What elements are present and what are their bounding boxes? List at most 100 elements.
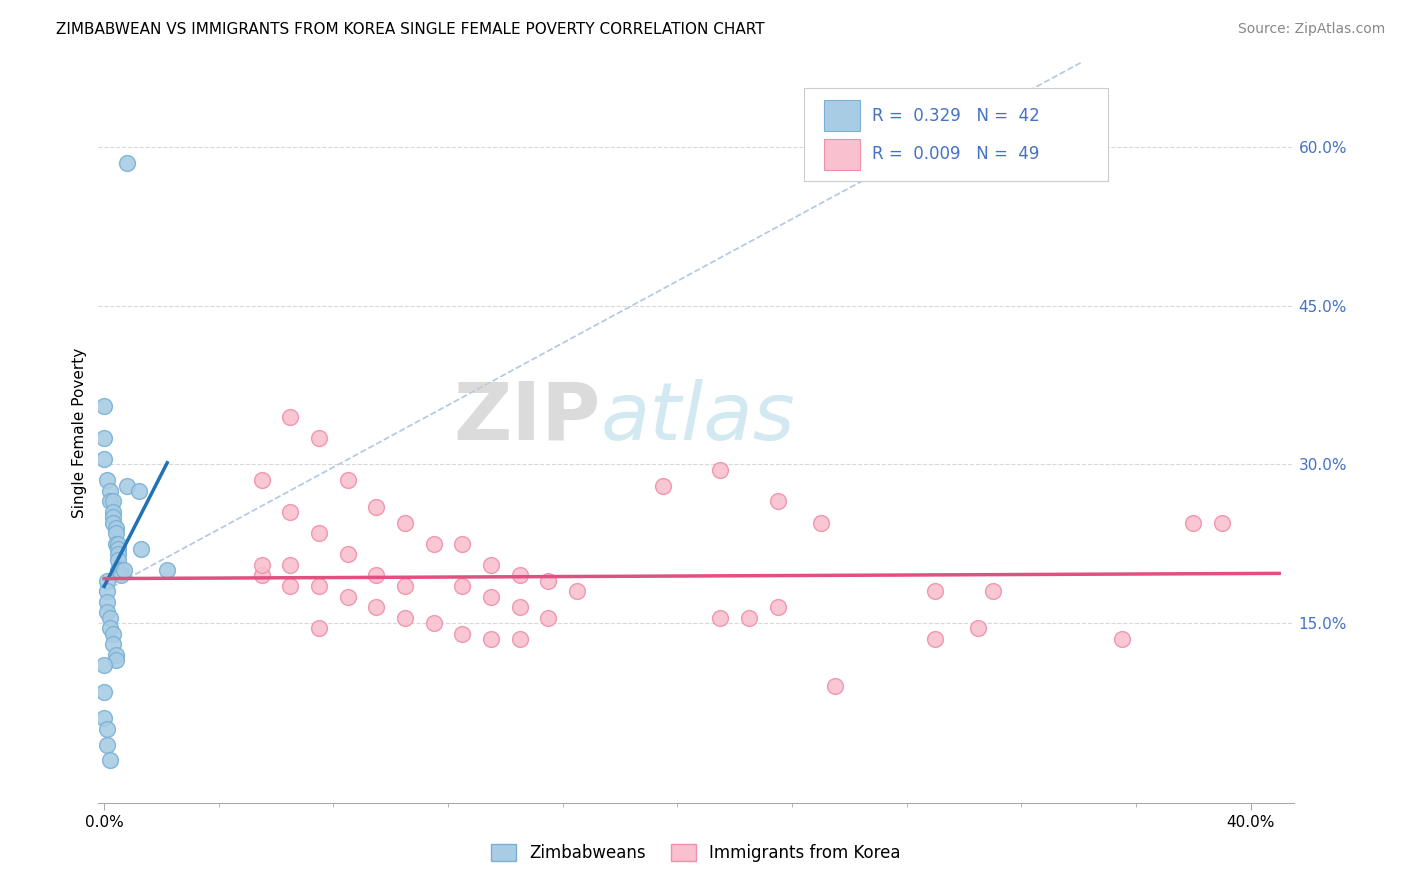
Point	[366, 500, 388, 514]
Point	[107, 563, 129, 577]
Point	[652, 478, 675, 492]
Point	[98, 483, 121, 498]
Legend: Zimbabweans, Immigrants from Korea: Zimbabweans, Immigrants from Korea	[485, 837, 907, 869]
Point	[93, 452, 115, 467]
Point	[451, 537, 474, 551]
Point	[308, 431, 330, 445]
Text: Source: ZipAtlas.com: Source: ZipAtlas.com	[1237, 22, 1385, 37]
Point	[366, 568, 388, 582]
Point	[479, 558, 502, 572]
FancyBboxPatch shape	[824, 100, 859, 131]
Point	[104, 521, 127, 535]
Point	[107, 537, 129, 551]
Point	[1111, 632, 1133, 646]
Point	[308, 579, 330, 593]
Point	[766, 600, 789, 615]
Point	[394, 611, 416, 625]
Point	[924, 632, 946, 646]
Point	[394, 579, 416, 593]
Point	[280, 409, 302, 424]
Point	[98, 611, 121, 625]
Point	[93, 431, 115, 445]
Point	[451, 579, 474, 593]
Text: R =  0.329   N =  42: R = 0.329 N = 42	[872, 107, 1039, 125]
Point	[308, 621, 330, 635]
Point	[336, 473, 359, 487]
Point	[1182, 516, 1205, 530]
Point	[422, 537, 444, 551]
Point	[107, 541, 129, 556]
Point	[479, 632, 502, 646]
Point	[101, 494, 124, 508]
Point	[280, 558, 302, 572]
Point	[115, 478, 138, 492]
Point	[924, 584, 946, 599]
Point	[93, 711, 115, 725]
Point	[98, 754, 121, 768]
Point	[509, 632, 531, 646]
Y-axis label: Single Female Poverty: Single Female Poverty	[72, 348, 87, 517]
Point	[110, 563, 132, 577]
Point	[112, 563, 135, 577]
Point	[156, 563, 179, 577]
Point	[280, 579, 302, 593]
Point	[366, 600, 388, 615]
Point	[766, 494, 789, 508]
Point	[824, 680, 846, 694]
Point	[709, 463, 731, 477]
Point	[336, 547, 359, 561]
Point	[250, 473, 273, 487]
Point	[981, 584, 1004, 599]
Point	[96, 738, 118, 752]
Point	[96, 722, 118, 736]
Point	[738, 611, 761, 625]
Point	[93, 399, 115, 413]
FancyBboxPatch shape	[824, 138, 859, 169]
Text: atlas: atlas	[600, 379, 796, 457]
Point	[280, 505, 302, 519]
Point	[104, 648, 127, 662]
Point	[250, 568, 273, 582]
Point	[250, 558, 273, 572]
Point	[93, 658, 115, 673]
Point	[96, 584, 118, 599]
Point	[96, 606, 118, 620]
Point	[101, 516, 124, 530]
Point	[101, 637, 124, 651]
Point	[104, 653, 127, 667]
Point	[107, 552, 129, 566]
Point	[96, 574, 118, 588]
Point	[98, 621, 121, 635]
Point	[128, 483, 150, 498]
Point	[96, 595, 118, 609]
Point	[967, 621, 990, 635]
Point	[101, 626, 124, 640]
Point	[451, 626, 474, 640]
Text: ZIMBABWEAN VS IMMIGRANTS FROM KOREA SINGLE FEMALE POVERTY CORRELATION CHART: ZIMBABWEAN VS IMMIGRANTS FROM KOREA SING…	[56, 22, 765, 37]
Point	[509, 600, 531, 615]
Point	[104, 526, 127, 541]
Text: ZIP: ZIP	[453, 379, 600, 457]
Point	[308, 526, 330, 541]
Point	[810, 516, 832, 530]
Point	[104, 537, 127, 551]
Point	[394, 516, 416, 530]
Point	[1211, 516, 1233, 530]
Point	[96, 473, 118, 487]
Point	[101, 505, 124, 519]
Point	[709, 611, 731, 625]
Point	[479, 590, 502, 604]
Point	[422, 615, 444, 630]
Point	[110, 568, 132, 582]
Point	[537, 574, 560, 588]
Point	[565, 584, 588, 599]
Text: R =  0.009   N =  49: R = 0.009 N = 49	[872, 145, 1039, 163]
Point	[336, 590, 359, 604]
Point	[131, 541, 153, 556]
Point	[107, 547, 129, 561]
FancyBboxPatch shape	[804, 88, 1108, 181]
Point	[93, 685, 115, 699]
Point	[98, 494, 121, 508]
Point	[537, 611, 560, 625]
Point	[101, 510, 124, 524]
